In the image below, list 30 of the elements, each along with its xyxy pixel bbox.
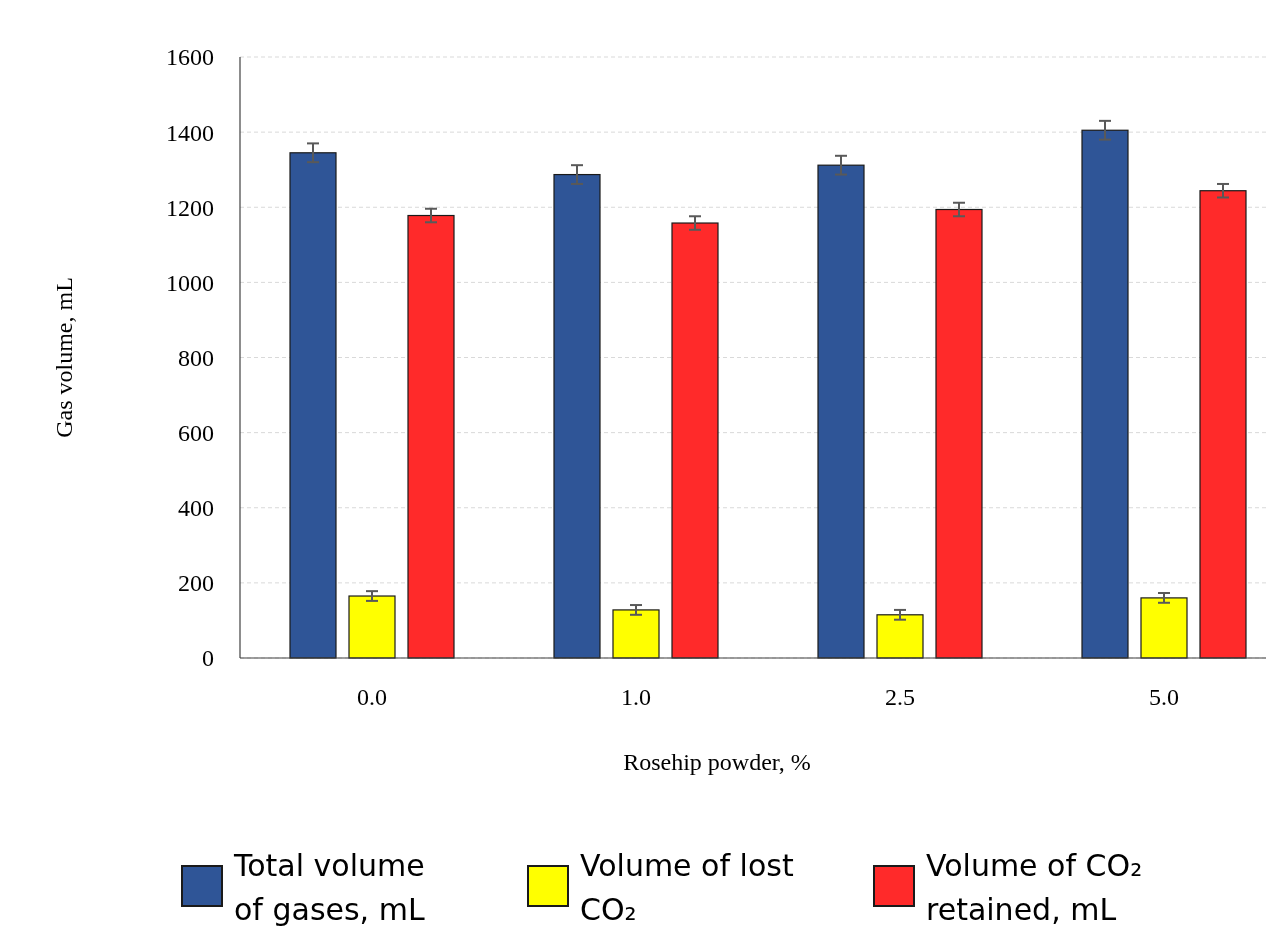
bar [876,614,924,659]
x-tick-label: 2.5 [885,684,915,710]
bar [348,595,396,659]
y-tick-label: 1200 [166,194,214,221]
x-tick-label: 1.0 [621,684,651,710]
x-axis-title: Rosehip powder, % [623,749,811,775]
y-tick-label: 1600 [166,44,214,71]
y-tick-label: 1400 [166,119,214,146]
bar [1140,597,1188,659]
y-tick-label: 400 [178,495,214,522]
bar [935,208,983,659]
y-tick-label: 0 [202,645,214,672]
legend-label: Total volume of gases, mL [233,848,425,927]
bar [407,214,455,659]
bar [553,173,601,659]
legend-label: Volume of CO₂ retained, mL [926,848,1143,927]
bar [671,222,719,659]
x-tick-label: 5.0 [1149,684,1179,710]
y-tick-label: 800 [178,344,214,371]
y-tick-label: 200 [178,570,214,597]
y-tick-label: 600 [178,420,214,447]
y-tick-label: 1000 [166,269,214,296]
y-axis-title: Gas volume, mL [51,277,77,438]
bar [1199,190,1247,659]
bar [612,609,660,659]
bar [289,152,337,659]
bar [817,164,865,659]
legend-label: Volume of lost CO₂ [580,848,794,927]
x-tick-label: 0.0 [357,684,387,710]
bar [1081,129,1129,659]
